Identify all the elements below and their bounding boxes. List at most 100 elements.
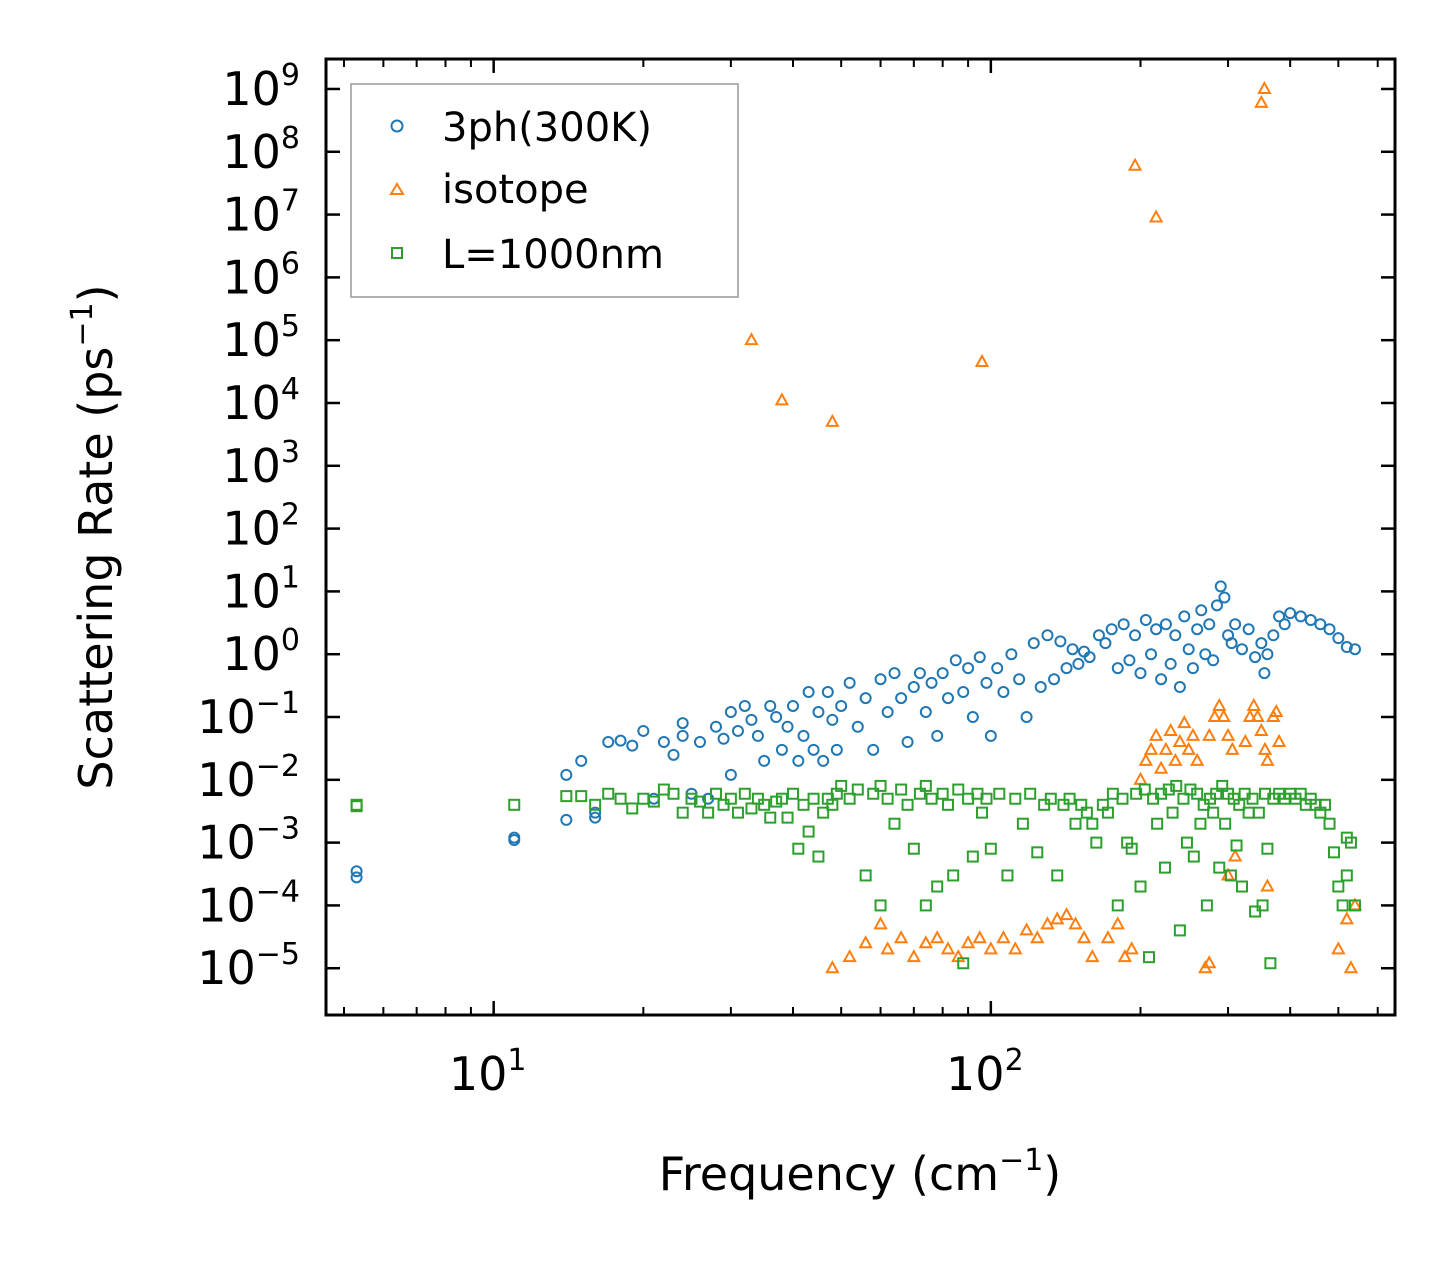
- data-point: [817, 806, 830, 819]
- data-point: [1059, 907, 1074, 921]
- data-point: [1273, 610, 1286, 623]
- data-point: [1158, 861, 1171, 874]
- data-point: [1233, 798, 1246, 811]
- data-point: [1041, 629, 1054, 642]
- x-axis-title-text: Frequency (cm: [659, 1147, 999, 1201]
- data-point: [996, 930, 1011, 944]
- data-point: [802, 686, 815, 699]
- data-point: [895, 692, 908, 705]
- y-tick-label: 102: [222, 498, 300, 556]
- legend-label-3ph: 3ph(300K): [442, 105, 652, 151]
- data-point: [1044, 792, 1057, 805]
- data-point: [1186, 662, 1199, 675]
- y-tick-label: 108: [222, 121, 300, 179]
- data-point: [826, 713, 839, 726]
- data-point: [1260, 752, 1275, 766]
- data-point: [508, 798, 521, 811]
- x-tick-label: 102: [946, 1043, 1024, 1101]
- data-point: [913, 667, 926, 680]
- data-point: [1159, 618, 1172, 631]
- data-point: [1072, 657, 1085, 670]
- data-point: [1099, 637, 1112, 650]
- data-point: [717, 798, 730, 811]
- data-point: [940, 941, 956, 955]
- data-point: [1013, 673, 1026, 686]
- data-point: [918, 935, 934, 949]
- data-point: [637, 724, 650, 737]
- data-point: [781, 720, 794, 733]
- data-point: [1257, 741, 1273, 755]
- data-point: [925, 792, 938, 805]
- data-point: [1048, 673, 1061, 686]
- data-point: [993, 787, 1006, 800]
- data-point: [1336, 899, 1349, 912]
- y-tick-label: 10−2: [197, 749, 300, 807]
- data-point: [1189, 752, 1205, 766]
- data-point: [1151, 817, 1164, 830]
- data-point: [1166, 806, 1179, 819]
- data-point: [1145, 648, 1158, 661]
- data-point: [745, 713, 758, 726]
- data-point: [657, 736, 670, 749]
- data-point: [1339, 911, 1355, 925]
- data-point: [667, 748, 680, 761]
- data-point: [626, 802, 639, 815]
- data-point: [802, 825, 815, 838]
- data-point: [744, 332, 759, 346]
- data-point: [949, 654, 962, 667]
- data-point: [851, 720, 864, 733]
- data-point: [859, 692, 872, 705]
- data-point: [738, 787, 751, 800]
- data-point: [1327, 846, 1340, 859]
- y-tick-label: 104: [222, 372, 300, 430]
- data-point: [676, 729, 689, 742]
- legend-marker-3ph: [390, 119, 404, 133]
- data-point: [1076, 930, 1092, 944]
- data-point: [1177, 715, 1192, 729]
- data-point: [893, 930, 909, 944]
- data-point: [1148, 727, 1164, 741]
- data-point: [1153, 760, 1169, 774]
- data-point: [880, 941, 895, 955]
- data-point: [1051, 869, 1064, 882]
- data-point: [1258, 667, 1271, 680]
- y-tick-label: 10−4: [197, 874, 300, 932]
- data-point: [614, 792, 627, 805]
- data-point: [984, 729, 997, 742]
- data-point: [931, 729, 944, 742]
- data-point: [1213, 861, 1226, 874]
- data-point: [764, 699, 777, 712]
- data-point: [966, 711, 979, 724]
- data-point: [941, 692, 954, 705]
- data-point: [901, 798, 914, 811]
- data-point: [1257, 80, 1272, 94]
- data-point: [758, 798, 771, 811]
- data-point: [825, 413, 840, 427]
- data-point: [1260, 878, 1275, 892]
- data-point: [1225, 637, 1238, 650]
- data-point: [589, 806, 602, 819]
- data-point: [842, 949, 857, 963]
- data-point: [602, 736, 615, 749]
- y-tick-label: 10−5: [197, 937, 300, 995]
- data-point: [1267, 629, 1280, 642]
- data-point: [1020, 711, 1033, 724]
- data-point: [835, 699, 848, 712]
- data-point: [1139, 614, 1152, 627]
- data-point: [1235, 880, 1248, 893]
- data-point: [1133, 771, 1148, 785]
- data-point: [895, 783, 908, 796]
- data-point: [1092, 629, 1105, 642]
- data-point: [874, 673, 887, 686]
- data-point: [1332, 880, 1345, 893]
- data-point: [1284, 607, 1297, 620]
- data-point: [874, 899, 887, 912]
- y-axis-title: Scattering Rate (ps−1): [65, 284, 123, 789]
- data-point: [717, 732, 730, 745]
- data-point: [1249, 905, 1262, 918]
- data-point: [1143, 741, 1159, 755]
- data-point: [976, 806, 989, 819]
- data-point: [1134, 880, 1147, 893]
- data-point: [1134, 667, 1147, 680]
